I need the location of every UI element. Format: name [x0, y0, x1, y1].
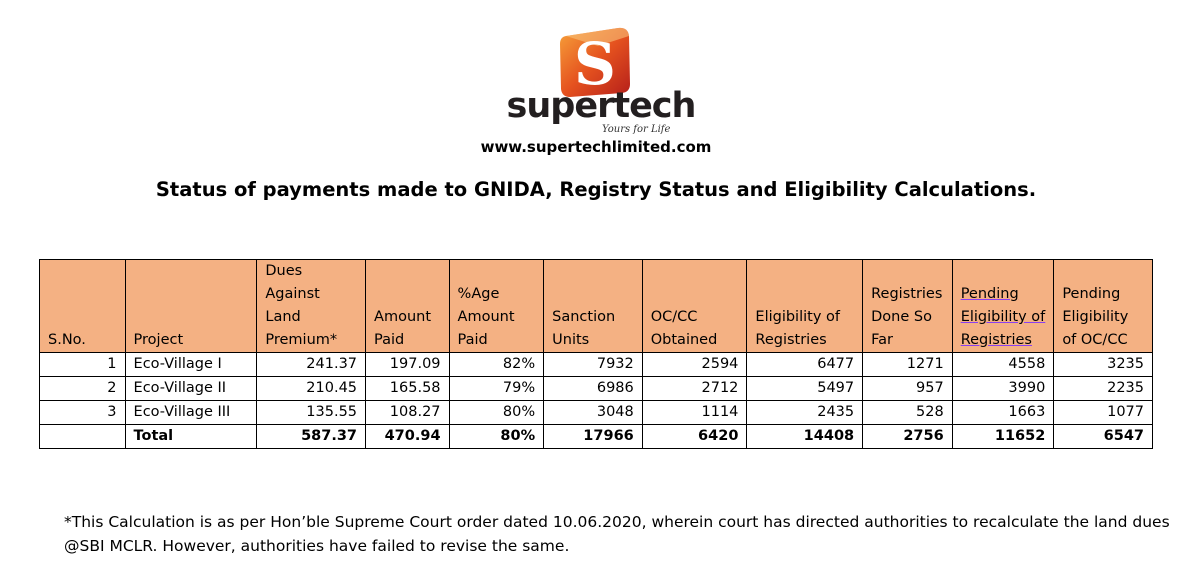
cell-percent-paid: 79%	[448, 376, 545, 401]
cell-project: Eco-Village III	[124, 400, 258, 425]
header-sno: S.No.	[39, 259, 126, 353]
page-title: Status of payments made to GNIDA, Regist…	[155, 178, 1037, 201]
header-percentage-amount-paid: %Age Amount Paid	[448, 259, 545, 353]
table-row: 3 Eco-Village III 135.55 108.27 80% 3048…	[39, 400, 1153, 425]
total-pending-registries: 11652	[951, 424, 1055, 449]
cell-project: Eco-Village II	[124, 376, 258, 401]
total-amount-paid: 470.94	[365, 424, 450, 449]
cell-pending-occc: 1077	[1053, 400, 1153, 425]
cell-amount-paid: 108.27	[365, 400, 450, 425]
cell-dues: 135.55	[256, 400, 367, 425]
website-url: www.supertechlimited.com	[480, 138, 712, 156]
footnote: *This Calculation is as per Hon’ble Supr…	[64, 513, 1170, 555]
cell-pending-registries: 1663	[951, 400, 1055, 425]
cell-pending-registries: 3990	[951, 376, 1055, 401]
header-occc-obtained: OC/CC Obtained	[641, 259, 748, 353]
status-table: S.No. Project Dues Against Land Premium*…	[39, 259, 1153, 449]
cell-sno: 1	[39, 352, 126, 377]
header-eligibility-of-registries: Eligibility of Registries	[746, 259, 864, 353]
cell-pending-occc: 2235	[1053, 376, 1153, 401]
cell-registries-done: 957	[862, 376, 953, 401]
cell-occc-obtained: 1114	[641, 400, 748, 425]
cell-pending-occc: 3235	[1053, 352, 1153, 377]
cell-sanction-units: 3048	[543, 400, 643, 425]
cell-registries-done: 528	[862, 400, 953, 425]
supertech-s-mark-icon: S	[560, 27, 630, 98]
cell-eligibility-registries: 5497	[746, 376, 864, 401]
total-dues: 587.37	[256, 424, 367, 449]
total-registries-done: 2756	[862, 424, 953, 449]
supertech-logo: S supertech Yours for Life	[506, 26, 696, 138]
cell-eligibility-registries: 2435	[746, 400, 864, 425]
cell-percent-paid: 80%	[448, 400, 545, 425]
table-row: 1 Eco-Village I 241.37 197.09 82% 7932 2…	[39, 352, 1153, 377]
table-header-row: S.No. Project Dues Against Land Premium*…	[39, 259, 1153, 353]
cell-percent-paid: 82%	[448, 352, 545, 377]
cell-dues: 210.45	[256, 376, 367, 401]
header-pending-eligibility-of-registries: Pending Eligibility of Registries	[951, 259, 1055, 353]
header-registries-done-so-far: Registries Done So Far	[862, 259, 953, 353]
cell-sanction-units: 7932	[543, 352, 643, 377]
cell-occc-obtained: 2712	[641, 376, 748, 401]
total-row: Total 587.37 470.94 80% 17966 6420 14408…	[39, 424, 1153, 449]
cell-dues: 241.37	[256, 352, 367, 377]
logo-wordmark: supertech	[506, 86, 697, 126]
cell-eligibility-registries: 6477	[746, 352, 864, 377]
cell-sno: 3	[39, 400, 126, 425]
header-amount-paid: Amount Paid	[365, 259, 450, 353]
svg-text:S: S	[574, 30, 616, 98]
header-project: Project	[124, 259, 258, 353]
cell-occc-obtained: 2594	[641, 352, 748, 377]
total-cell-sno	[39, 424, 126, 449]
header-dues-against-land-premium: Dues Against Land Premium*	[256, 259, 367, 353]
total-pending-occc: 6547	[1053, 424, 1153, 449]
cell-sno: 2	[39, 376, 126, 401]
logo-tagline: Yours for Life	[602, 124, 671, 135]
total-percent-paid: 80%	[448, 424, 545, 449]
cell-amount-paid: 197.09	[365, 352, 450, 377]
cell-amount-paid: 165.58	[365, 376, 450, 401]
total-occc-obtained: 6420	[641, 424, 748, 449]
total-sanction-units: 17966	[543, 424, 643, 449]
total-label: Total	[124, 424, 258, 449]
header-pending-eligibility-of-occc: Pending Eligibility of OC/CC	[1053, 259, 1153, 353]
table-row: 2 Eco-Village II 210.45 165.58 79% 6986 …	[39, 376, 1153, 401]
total-eligibility-registries: 14408	[746, 424, 864, 449]
cell-sanction-units: 6986	[543, 376, 643, 401]
header-sanction-units: Sanction Units	[543, 259, 643, 353]
cell-project: Eco-Village I	[124, 352, 258, 377]
cell-pending-registries: 4558	[951, 352, 1055, 377]
cell-registries-done: 1271	[862, 352, 953, 377]
